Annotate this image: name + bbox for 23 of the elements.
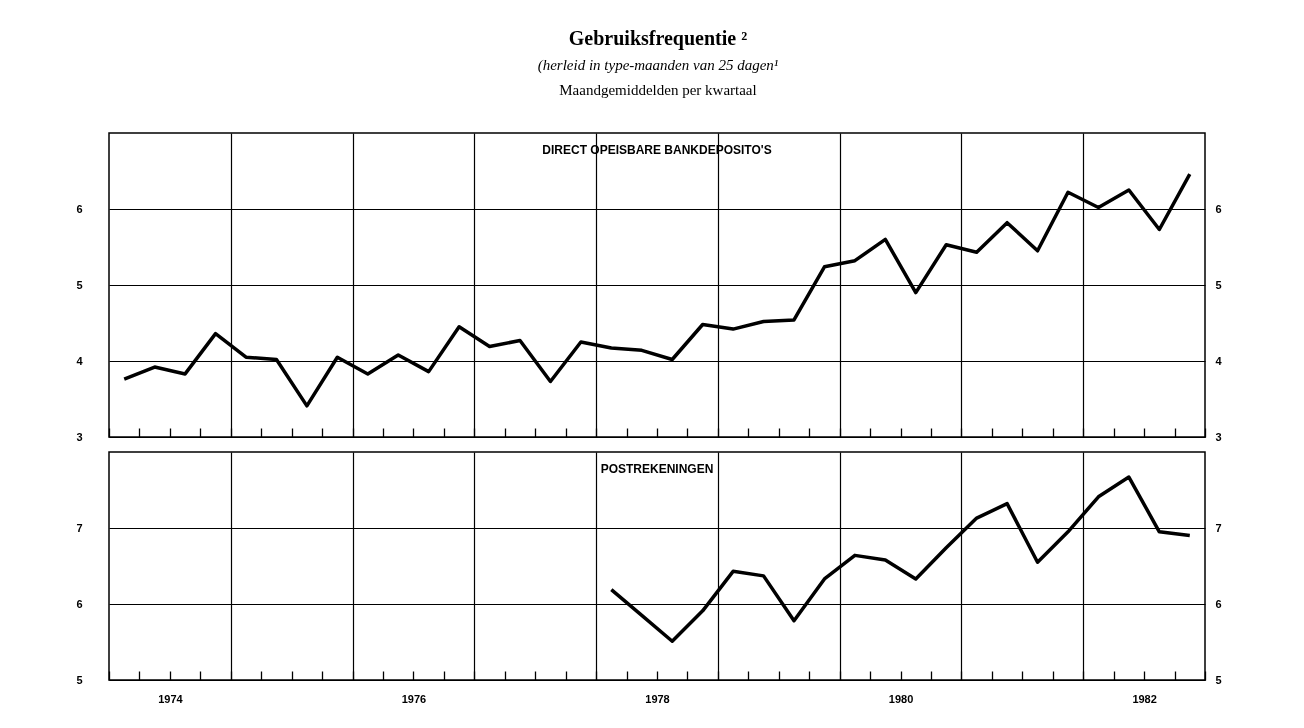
y-tick-label: 5 (76, 673, 83, 686)
y-tick-label: 4 (76, 354, 84, 367)
x-tick-label: 1982 (1132, 692, 1157, 705)
y2-tick-label: 7 (1215, 521, 1222, 534)
y2-tick-label: 6 (1215, 202, 1222, 215)
y-tick-label: 3 (76, 430, 83, 443)
text: POSTREKENINGEN (600, 462, 714, 476)
chart-subtitle: (herleid in type-maanden van 25 dagen¹ (536, 56, 780, 75)
y-tick-label: 5 (76, 278, 83, 291)
y-tick-label: 7 (76, 521, 83, 534)
y2-tick-label: 6 (1215, 597, 1222, 610)
chart-title: Gebruiksfrequentie ² (567, 26, 749, 52)
x-tick-label: 1978 (645, 692, 670, 705)
y2-tick-label: 3 (1215, 430, 1222, 443)
x-tick-label: 1980 (888, 692, 914, 705)
x-tick-label: 1974 (158, 692, 184, 705)
y-tick-label: 6 (76, 202, 83, 215)
y2-tick-label: 5 (1215, 278, 1222, 291)
text: Maandgemiddelden per kwartaal (558, 81, 758, 100)
y-tick-label: 6 (76, 597, 83, 610)
y2-tick-label: 5 (1215, 673, 1222, 686)
x-tick-label: 1976 (401, 692, 427, 705)
y2-tick-label: 4 (1215, 354, 1223, 367)
